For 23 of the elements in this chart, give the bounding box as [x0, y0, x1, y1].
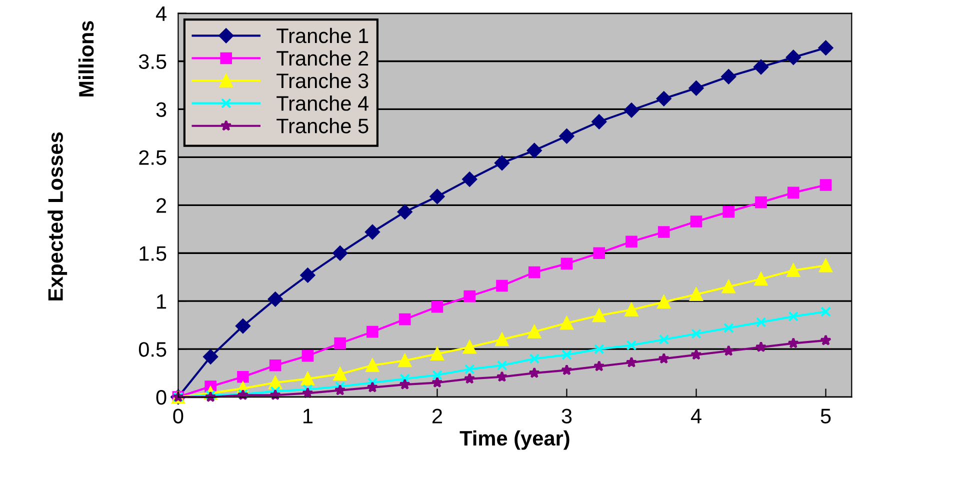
x-tick-label: 2 [432, 408, 442, 424]
legend-label: Tranche 5 [276, 118, 368, 134]
y-tick-label: 0.5 [138, 342, 166, 357]
y-tick-label: 0 [156, 390, 166, 405]
y-tick-label: 1 [157, 294, 166, 309]
y-tick-label: 4 [156, 6, 166, 21]
x-tick-label: 0 [173, 408, 184, 424]
y-axis-title: Expected Losses [48, 132, 68, 300]
x-tick-label: 3 [562, 408, 572, 424]
x-tick-label: 5 [820, 408, 831, 424]
y-tick-label: 3 [156, 102, 166, 117]
legend-label: Tranche 1 [276, 28, 368, 44]
legend-label: Tranche 2 [276, 50, 368, 66]
legend-label: Tranche 3 [276, 72, 368, 88]
legend-label: Tranche 4 [276, 96, 369, 111]
y-tick-label: 1.5 [140, 246, 166, 261]
text: Millions [78, 21, 94, 96]
x-tick-label: 4 [690, 408, 702, 424]
x-tick-label: 1 [304, 408, 312, 424]
y-tick-label: 2 [156, 198, 166, 213]
x-axis-title: Time (year) [460, 430, 570, 450]
y-tick-label: 2.5 [139, 150, 166, 165]
y-tick-label: 3.5 [138, 54, 166, 70]
